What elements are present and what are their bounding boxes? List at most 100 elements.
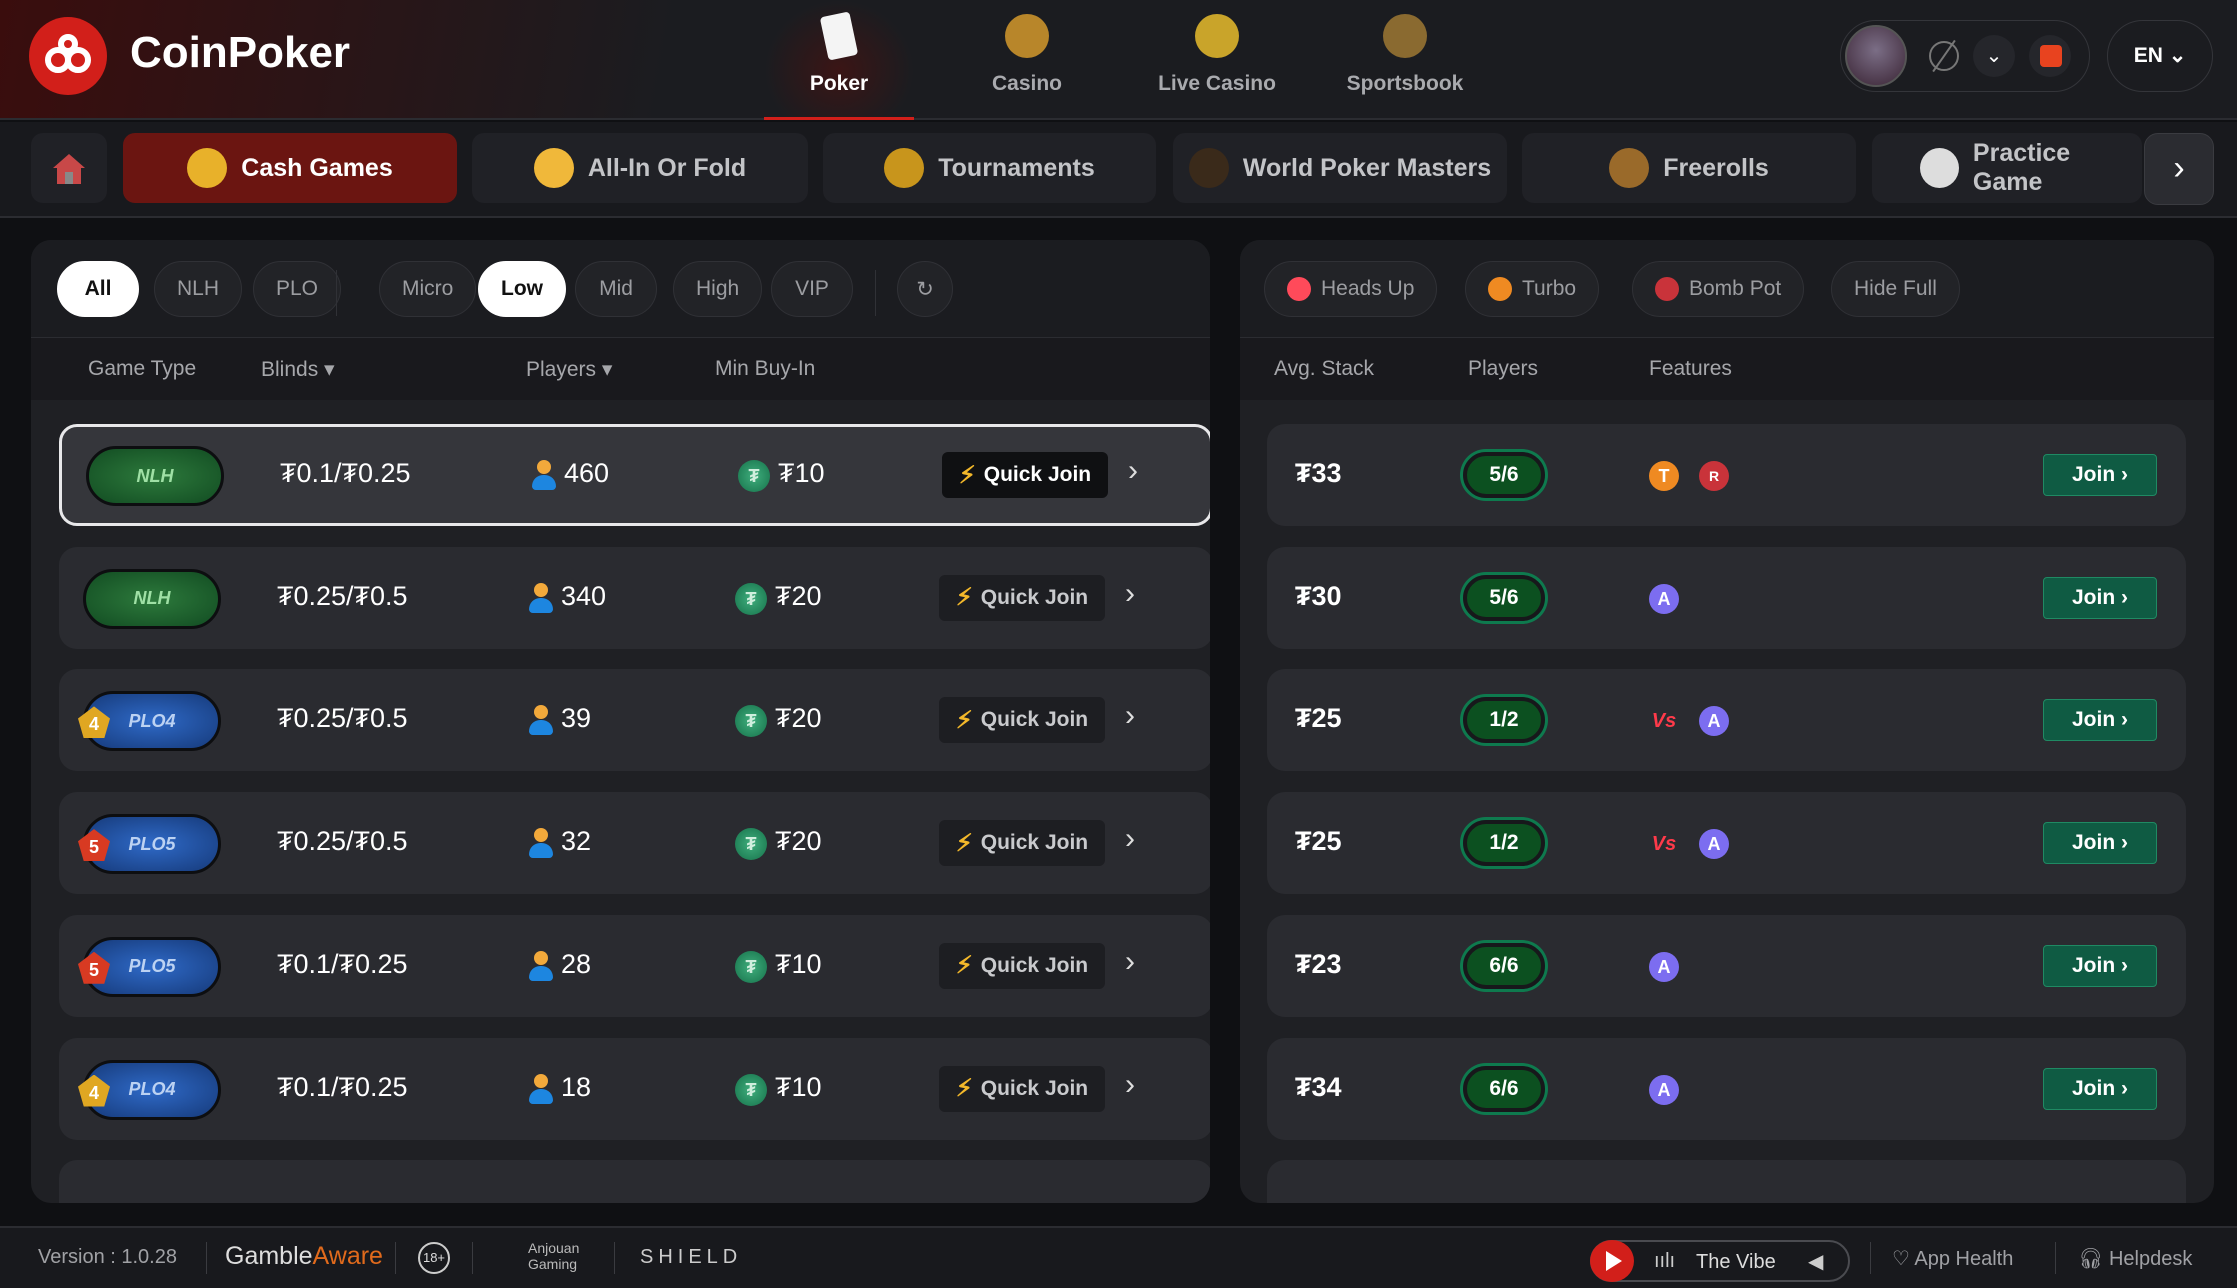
volume-icon[interactable]: ◀	[1808, 1251, 1824, 1273]
join-label: Join	[2072, 1076, 2116, 1100]
nav-label: Sportsbook	[1346, 72, 1464, 95]
table-row[interactable]: 5 PLO5 ₮0.1/₮0.25 28 ₮ ₮10 ⚡︎ Quick Join ›	[59, 914, 1210, 1017]
col-players[interactable]: Players ▾	[526, 358, 613, 381]
quick-join-label: Quick Join	[980, 708, 1089, 732]
practice-cards-icon	[1920, 148, 1959, 188]
chevron-right-icon[interactable]: ›	[1125, 699, 1135, 733]
shield-logo[interactable]: SHIELD	[640, 1246, 743, 1268]
filter-plo[interactable]: PLO	[253, 261, 342, 317]
table-row[interactable]: NLH ₮0.25/₮0.5 340 ₮ ₮20 ⚡︎ Quick Join ›	[59, 546, 1210, 649]
table-row-details[interactable]: ₮33 5/6 T R Join ›	[1267, 424, 2186, 526]
filter-heads-up[interactable]: Heads Up	[1264, 261, 1438, 317]
lightning-icon: ⚡︎	[955, 584, 973, 612]
chevron-right-icon[interactable]: ›	[1125, 1067, 1135, 1101]
turbo-feature-icon: T	[1649, 461, 1679, 491]
chevron-right-icon[interactable]: ›	[1125, 576, 1135, 610]
quick-join-button[interactable]: ⚡︎ Quick Join	[939, 574, 1105, 621]
chevron-down-icon[interactable]: ⌄	[1973, 35, 2015, 77]
table-row-details[interactable]: ₮25 1/2 Vs A Join ›	[1267, 669, 2186, 772]
language-selector[interactable]: EN ⌄	[2107, 20, 2213, 92]
min-buyin-value: ₮10	[775, 948, 822, 979]
blinds-value: ₮0.25/₮0.5	[277, 580, 408, 611]
coinpoker-logo-icon[interactable]	[29, 17, 107, 95]
brand-name[interactable]: CoinPoker	[130, 28, 351, 77]
play-icon[interactable]	[1590, 1240, 1634, 1282]
min-buyin-value: ₮10	[775, 1071, 822, 1102]
avg-stack-value: ₮25	[1295, 703, 1342, 734]
quick-join-button[interactable]: ⚡︎ Quick Join	[939, 820, 1105, 867]
filter-bomb-pot[interactable]: Bomb Pot	[1632, 261, 1805, 317]
chevron-right-icon: ›	[2115, 708, 2128, 732]
filter-vip[interactable]: VIP	[771, 261, 853, 317]
nav-sportsbook[interactable]: Sportsbook	[1330, 0, 1480, 120]
age-18-icon: 18+	[418, 1242, 450, 1274]
blinds-value: ₮0.25/₮0.5	[277, 826, 408, 857]
table-row[interactable]: NLH ₮0.1/₮0.25 460 ₮ ₮10 ⚡︎ Quick Join ›	[59, 424, 1210, 526]
nav-casino[interactable]: Casino	[952, 0, 1102, 120]
tab-label: Practice Game	[1972, 139, 2071, 196]
filter-nlh[interactable]: NLH	[154, 261, 243, 317]
nav-label: Poker	[809, 72, 869, 95]
min-buyin-value: ₮20	[775, 826, 822, 857]
chevron-right-icon[interactable]: ›	[1128, 454, 1138, 487]
join-button[interactable]: Join ›	[2043, 1067, 2157, 1110]
home-button[interactable]	[31, 133, 107, 203]
tab-tournaments[interactable]: Tournaments	[823, 133, 1156, 203]
table-row-details[interactable]: ₮23 6/6 A Join ›	[1267, 914, 2186, 1017]
anjouan-gaming-logo[interactable]: Anjouan Gaming	[528, 1240, 580, 1272]
filter-micro[interactable]: Micro	[379, 261, 477, 317]
tab-cash-games[interactable]: Cash Games	[123, 133, 457, 203]
auto-feature-icon: A	[1699, 829, 1729, 860]
quick-join-button[interactable]: ⚡︎ Quick Join	[939, 1065, 1105, 1112]
helpdesk-label: Helpdesk	[2108, 1248, 2193, 1270]
filter-high[interactable]: High	[673, 261, 763, 317]
join-button[interactable]: Join ›	[2043, 944, 2157, 987]
game-type-badge: 5 PLO5	[78, 814, 221, 875]
table-row-details[interactable]: ₮34 6/6 A Join ›	[1267, 1037, 2186, 1140]
join-button[interactable]: Join ›	[2043, 454, 2157, 496]
lightning-icon: ⚡︎	[955, 706, 973, 734]
helpdesk-link[interactable]: 🎧︎ Helpdesk	[2078, 1246, 2192, 1271]
app-health-link[interactable]: ♡ App Health	[1892, 1246, 2013, 1271]
game-type-badge: NLH	[83, 568, 221, 629]
wallet-icon[interactable]	[2029, 35, 2071, 77]
join-button[interactable]: Join ›	[2043, 822, 2157, 865]
tab-freerolls[interactable]: Freerolls	[1522, 133, 1856, 203]
tab-all-in-or-fold[interactable]: All-In Or Fold	[472, 133, 808, 203]
table-row[interactable]: 4 PLO4 ₮0.1/₮0.25 18 ₮ ₮10 ⚡︎ Quick Join ›	[59, 1037, 1210, 1140]
player-icon	[529, 1073, 553, 1104]
quick-join-button[interactable]: ⚡︎ Quick Join	[939, 697, 1105, 744]
filter-low[interactable]: Low	[478, 261, 566, 317]
col-game-type[interactable]: Game Type	[88, 357, 197, 380]
quick-join-label: Quick Join	[980, 831, 1089, 855]
chevron-right-icon[interactable]: ›	[1125, 944, 1135, 978]
col-blinds[interactable]: Blinds ▾	[261, 358, 335, 381]
scroll-right-button[interactable]: ›	[2144, 133, 2214, 205]
nav-live-casino[interactable]: Live Casino	[1142, 0, 1292, 120]
refresh-button[interactable]: ↻	[897, 261, 953, 317]
avatar[interactable]	[1845, 25, 1907, 87]
quick-join-button[interactable]: ⚡︎ Quick Join	[939, 942, 1105, 989]
join-button[interactable]: Join ›	[2043, 576, 2157, 619]
gambleaware-logo[interactable]: GambleAware	[225, 1242, 383, 1271]
nav-poker[interactable]: Poker	[764, 0, 914, 120]
tab-practice-game[interactable]: Practice Game	[1872, 133, 2142, 203]
table-row[interactable]: 4 PLO4 ₮0.25/₮0.5 39 ₮ ₮20 ⚡︎ Quick Join ›	[59, 669, 1210, 772]
table-row-details[interactable]: ₮30 5/6 A Join ›	[1267, 546, 2186, 649]
join-button[interactable]: Join ›	[2043, 699, 2157, 742]
hide-balance-icon[interactable]	[1929, 41, 1959, 71]
filter-turbo[interactable]: Turbo	[1465, 261, 1600, 317]
table-row-details[interactable]: ₮25 1/2 Vs A Join ›	[1267, 792, 2186, 895]
filter-hide-full[interactable]: Hide Full	[1831, 261, 1960, 317]
table-row[interactable]: 5 PLO5 ₮0.25/₮0.5 32 ₮ ₮20 ⚡︎ Quick Join ›	[59, 792, 1210, 895]
filter-mid[interactable]: Mid	[575, 261, 657, 317]
chevron-right-icon: ›	[2115, 953, 2128, 977]
table-row-partial[interactable]	[59, 1160, 1210, 1203]
tab-world-poker-masters[interactable]: World Poker Masters	[1173, 133, 1507, 203]
chevron-right-icon[interactable]: ›	[1125, 822, 1135, 856]
filter-label: All	[84, 277, 112, 300]
player-count: 32	[561, 826, 592, 857]
filter-all[interactable]: All	[57, 261, 139, 317]
quick-join-button[interactable]: ⚡︎ Quick Join	[942, 452, 1108, 498]
table-row-partial[interactable]	[1267, 1160, 2186, 1203]
